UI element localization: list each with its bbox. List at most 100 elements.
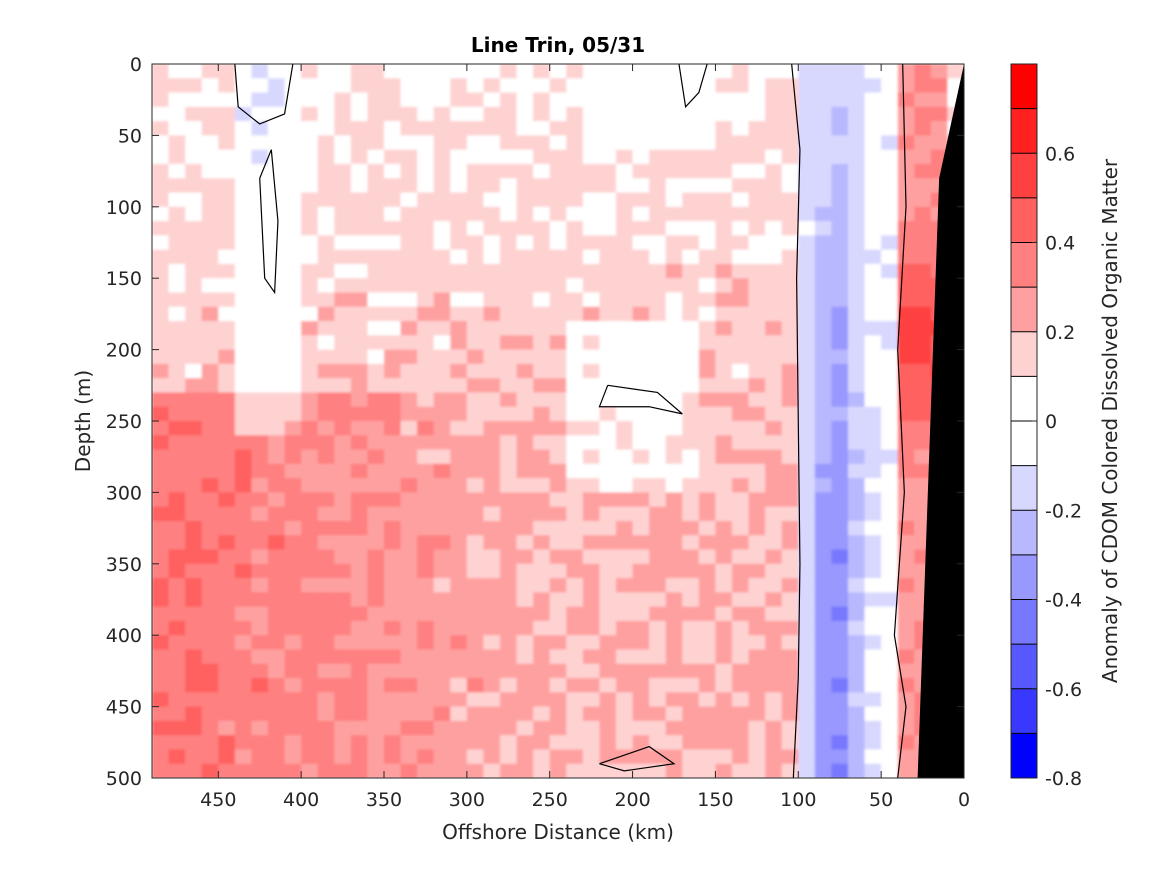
field-cell — [317, 278, 336, 294]
field-cell — [798, 235, 816, 251]
field-cell — [549, 535, 568, 551]
field-cell — [533, 292, 551, 308]
field-cell — [566, 278, 584, 294]
field-cell — [500, 263, 518, 279]
field-cell — [533, 306, 551, 322]
field-cell — [848, 392, 866, 408]
field-cell — [201, 321, 220, 337]
field-cell — [284, 64, 302, 80]
field-cell — [450, 278, 468, 294]
field-cell — [781, 178, 800, 194]
field-cell — [864, 506, 882, 522]
field-cell — [798, 520, 816, 537]
field-cell — [698, 321, 717, 337]
field-cell — [284, 763, 302, 778]
field-cell — [367, 763, 385, 778]
field-cell — [881, 663, 899, 679]
field-cell — [682, 64, 700, 80]
field-cell — [152, 463, 170, 479]
field-cell — [549, 520, 568, 537]
field-cell — [831, 578, 849, 594]
field-cell — [533, 392, 551, 408]
field-cell — [433, 506, 452, 522]
field-cell — [649, 192, 667, 208]
field-cell — [350, 392, 369, 408]
field-cell — [384, 492, 402, 508]
field-cell — [152, 206, 170, 222]
field-cell — [400, 506, 418, 522]
field-cell — [516, 206, 534, 222]
field-cell — [798, 649, 816, 665]
field-cell — [599, 563, 617, 579]
field-cell — [616, 520, 634, 537]
field-cell — [433, 163, 452, 180]
field-cell — [384, 520, 402, 537]
field-cell — [483, 363, 501, 379]
colorbar-tick-label: 0.6 — [1045, 143, 1075, 165]
field-cell — [781, 763, 800, 778]
field-cell — [897, 606, 916, 622]
field-cell — [665, 720, 684, 736]
field-cell — [848, 578, 866, 594]
field-cell — [533, 178, 551, 194]
field-cell — [500, 106, 518, 122]
field-cell — [450, 749, 468, 765]
field-cell — [251, 520, 269, 537]
field-cell — [433, 64, 452, 80]
field-cell — [715, 563, 733, 579]
field-cell — [848, 106, 866, 122]
field-cell — [765, 406, 783, 422]
field-cell — [715, 478, 733, 494]
field-cell — [218, 221, 236, 237]
field-cell — [350, 478, 369, 494]
field-cell — [732, 78, 750, 94]
field-cell — [814, 221, 833, 237]
field-cell — [682, 121, 700, 137]
field-cell — [466, 520, 485, 537]
field-cell — [168, 478, 186, 494]
field-cell — [284, 620, 302, 636]
field-cell — [500, 735, 518, 751]
field-cell — [715, 649, 733, 665]
field-cell — [433, 649, 452, 665]
field-cell — [201, 535, 220, 551]
field-cell — [698, 278, 717, 294]
field-cell — [268, 121, 286, 137]
field-cell — [168, 535, 186, 551]
field-cell — [814, 64, 833, 80]
field-cell — [450, 206, 468, 222]
field-cell — [500, 563, 518, 579]
field-cell — [384, 735, 402, 751]
field-cell — [516, 78, 534, 94]
field-cell — [897, 449, 916, 465]
field-cell — [781, 335, 800, 351]
field-cell — [334, 321, 352, 337]
field-cell — [649, 378, 667, 394]
field-cell — [367, 221, 385, 237]
field-cell — [218, 78, 236, 94]
field-cell — [334, 706, 352, 722]
field-cell — [334, 64, 352, 80]
field-cell — [450, 121, 468, 137]
field-cell — [218, 649, 236, 665]
field-cell — [367, 635, 385, 651]
field-cell — [732, 306, 750, 322]
field-cell — [533, 163, 551, 180]
field-cell — [599, 706, 617, 722]
field-cell — [549, 692, 568, 708]
field-cell — [417, 592, 435, 608]
field-cell — [466, 421, 485, 437]
field-cell — [698, 349, 717, 365]
field-cell — [234, 635, 253, 651]
field-cell — [748, 463, 766, 479]
field-cell — [185, 149, 203, 165]
field-cell — [334, 421, 352, 437]
field-cell — [881, 592, 899, 608]
field-cell — [433, 335, 452, 351]
field-cell — [698, 463, 717, 479]
field-cell — [500, 378, 518, 394]
field-cell — [632, 249, 650, 265]
field-cell — [400, 378, 418, 394]
field-cell — [317, 492, 336, 508]
field-cell — [798, 463, 816, 479]
